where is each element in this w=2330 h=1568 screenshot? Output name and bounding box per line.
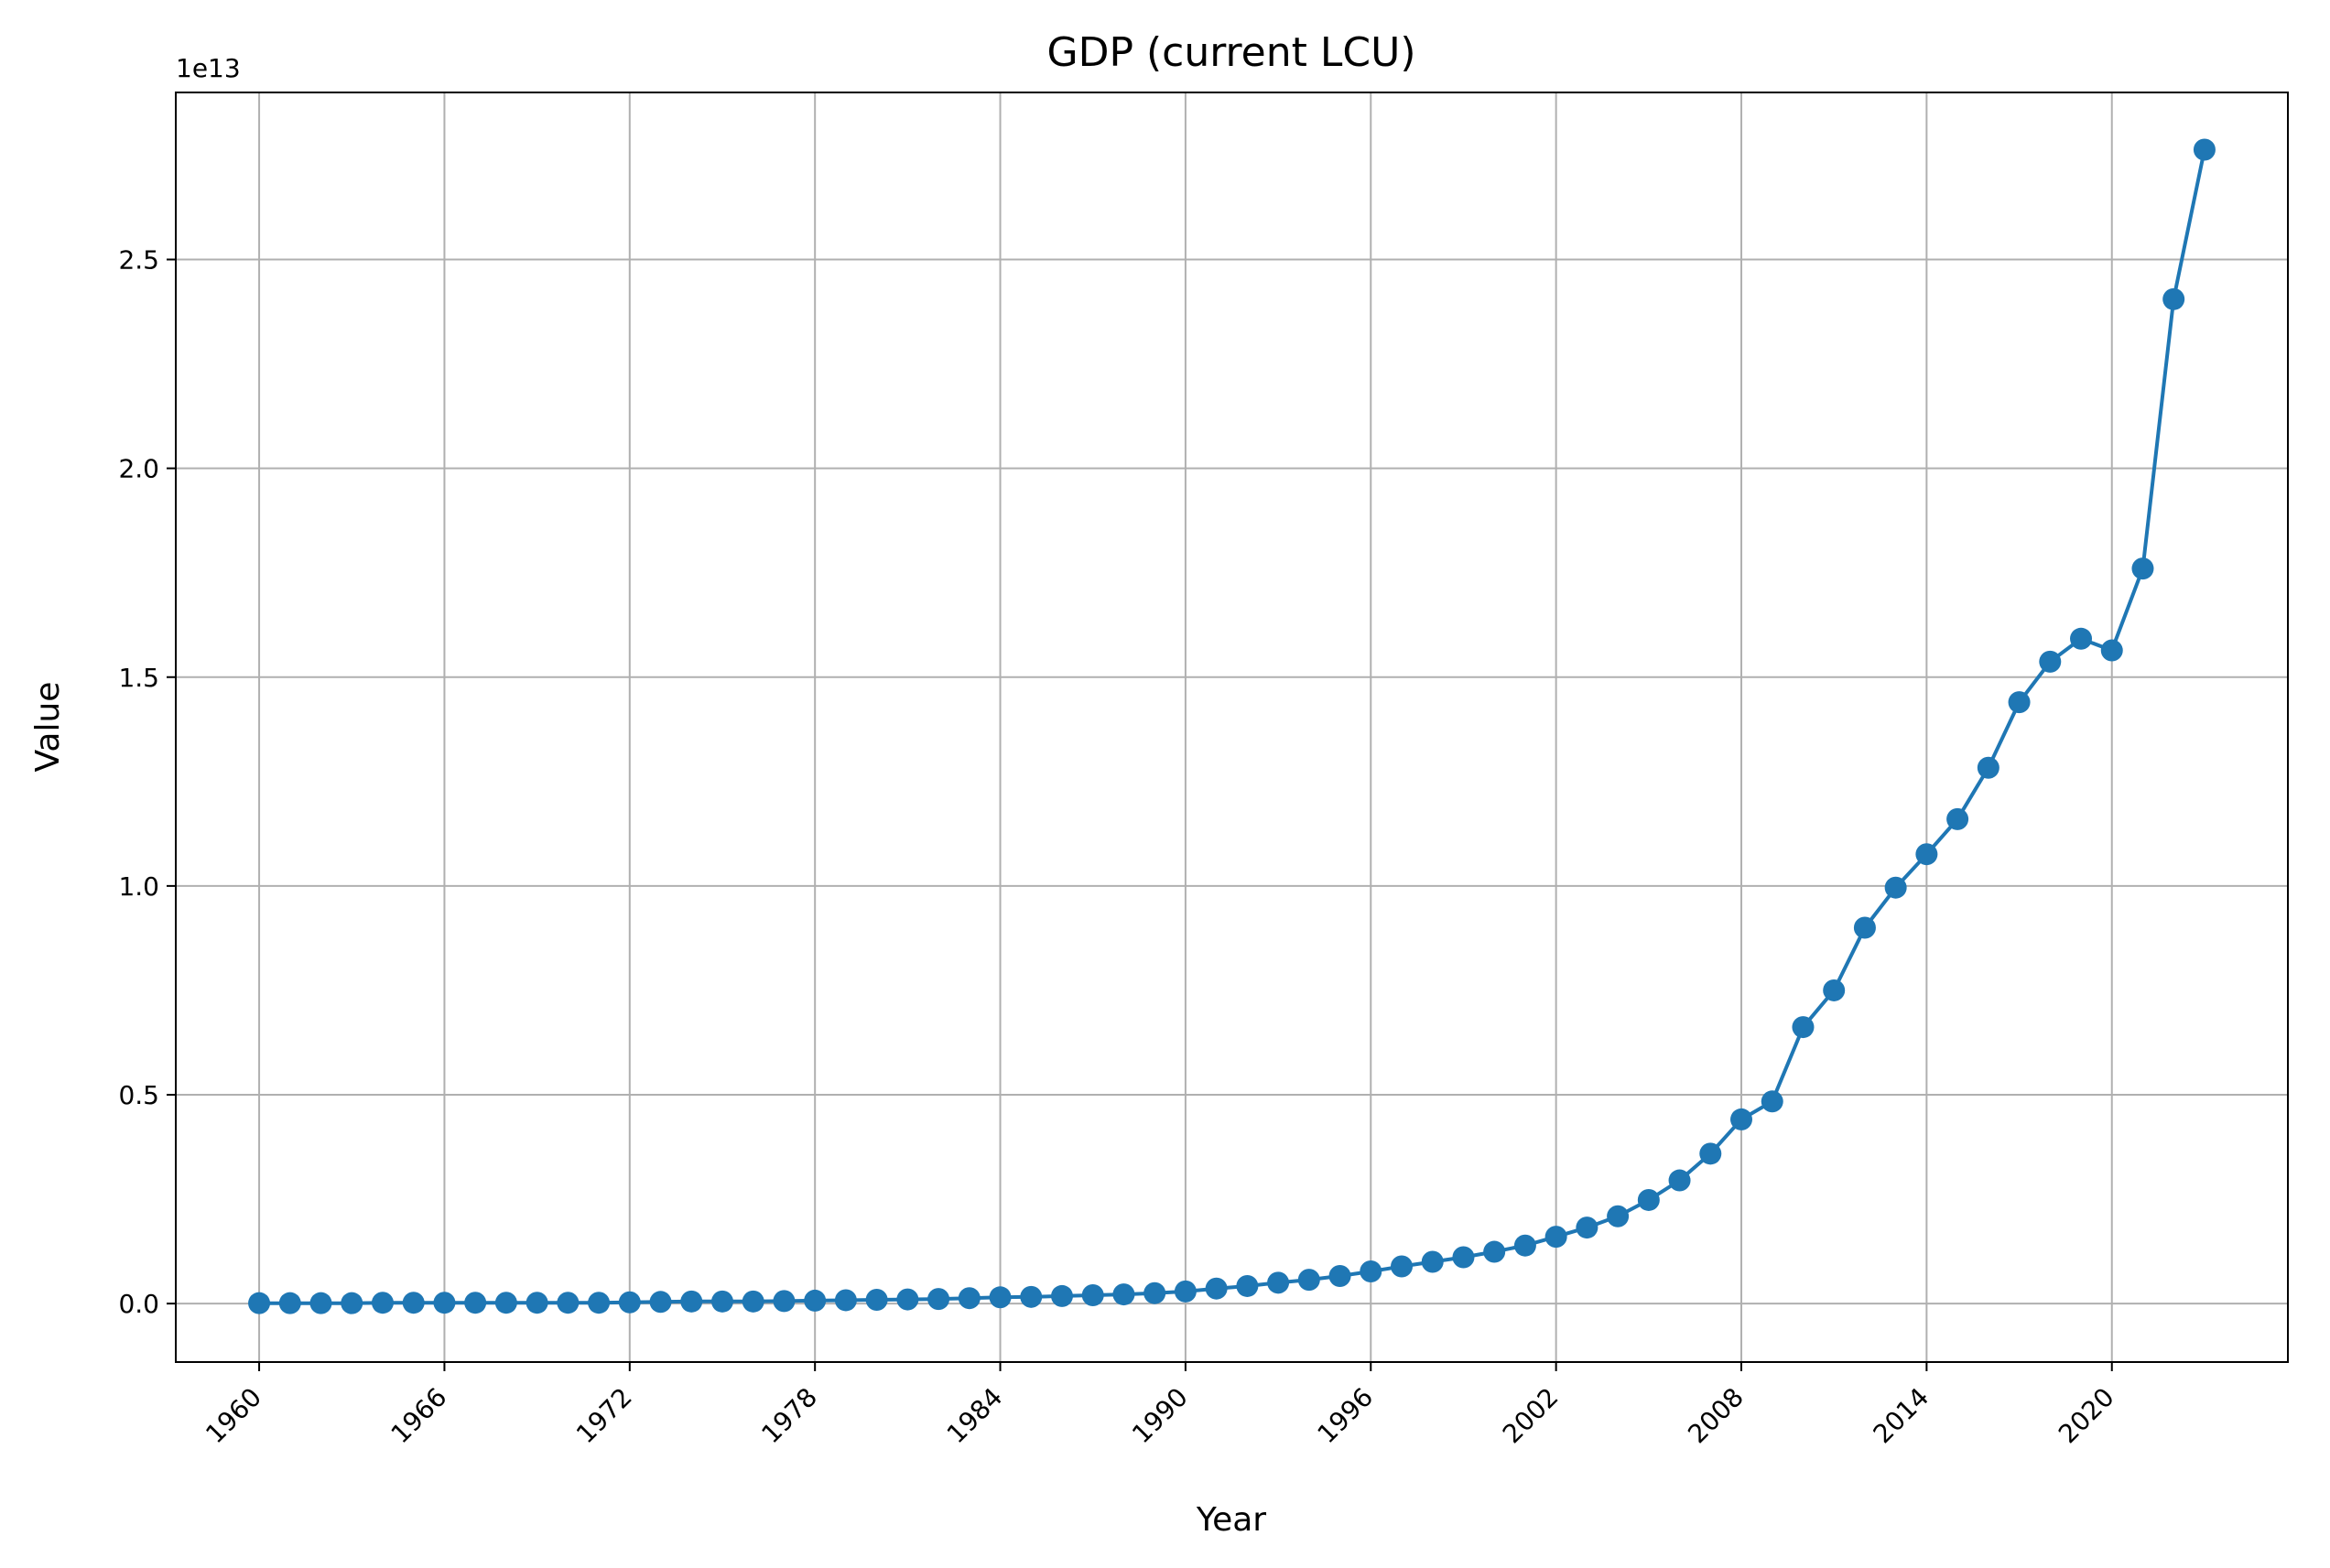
data-point (710, 1290, 733, 1313)
data-series (248, 138, 2216, 1314)
y-tick-label: 2.5 (118, 245, 159, 276)
data-point (618, 1291, 641, 1314)
y-tick-label: 1.0 (118, 871, 159, 902)
data-point (680, 1290, 703, 1313)
data-point (557, 1292, 580, 1314)
data-point (1421, 1250, 1444, 1273)
data-point (1699, 1142, 1722, 1165)
y-tick-label: 2.0 (118, 454, 159, 484)
data-point (1483, 1240, 1506, 1263)
data-point (865, 1289, 888, 1312)
data-point (248, 1292, 271, 1314)
data-point (1297, 1269, 1320, 1292)
data-point (989, 1286, 1012, 1309)
data-point (588, 1292, 611, 1314)
data-point (341, 1292, 363, 1314)
data-point (927, 1288, 950, 1311)
data-point (2070, 627, 2093, 650)
data-point (2162, 287, 2185, 310)
data-point (1576, 1217, 1598, 1239)
data-point (804, 1289, 827, 1312)
y-tick-label: 1.5 (118, 663, 159, 693)
data-point (1360, 1260, 1382, 1282)
data-point (2008, 691, 2031, 714)
x-axis-title: Year (1196, 1501, 1266, 1539)
data-point (309, 1292, 332, 1314)
data-point (1452, 1246, 1475, 1269)
data-point (464, 1292, 487, 1314)
data-point (1792, 1016, 1815, 1039)
data-point (1884, 876, 1907, 899)
data-point (1637, 1188, 1660, 1211)
chart-title: GDP (current LCU) (1047, 29, 1416, 76)
data-point (402, 1292, 425, 1314)
data-point (896, 1288, 919, 1311)
data-point (1513, 1234, 1536, 1257)
data-point (494, 1292, 517, 1314)
y-tick-label: 0.5 (118, 1080, 159, 1110)
series-line (259, 149, 2206, 1305)
data-point (433, 1292, 456, 1314)
data-point (958, 1287, 981, 1310)
data-point (1391, 1255, 1414, 1278)
y-tick-label: 0.0 (118, 1289, 159, 1319)
data-point (1730, 1108, 1753, 1130)
data-point (1853, 916, 1876, 939)
data-point (1544, 1226, 1567, 1249)
data-point (2100, 639, 2123, 662)
data-point (1143, 1281, 1166, 1304)
data-point (2193, 138, 2216, 161)
y-axis-ticks: 0.0 0.5 1.0 1.5 2.0 2.5 (118, 245, 176, 1319)
data-point (1174, 1280, 1197, 1303)
data-point (742, 1290, 764, 1313)
data-point (1668, 1169, 1691, 1192)
data-point (1946, 807, 1969, 830)
data-point (1761, 1090, 1783, 1113)
data-point (1081, 1284, 1104, 1306)
data-point (1823, 979, 1846, 1001)
data-point (1112, 1283, 1135, 1306)
data-point (1267, 1271, 1290, 1294)
data-point (1915, 843, 1938, 866)
data-point (1977, 756, 1999, 779)
plot-frame (175, 92, 2289, 1363)
data-point (526, 1292, 548, 1314)
data-point (1236, 1274, 1259, 1297)
data-point (371, 1292, 394, 1314)
data-point (2131, 557, 2154, 580)
y-scale-exponent: 1e13 (176, 53, 241, 83)
data-point (1020, 1285, 1043, 1308)
data-point (1050, 1284, 1073, 1307)
data-point (834, 1289, 857, 1312)
data-point (1328, 1265, 1351, 1288)
data-point (278, 1292, 301, 1314)
data-point (1205, 1277, 1228, 1300)
data-point (649, 1291, 672, 1314)
grid-lines (176, 92, 2288, 1362)
data-point (1607, 1205, 1630, 1227)
data-point (2039, 650, 2062, 673)
data-point (773, 1290, 796, 1313)
y-axis-title: Value (29, 682, 67, 773)
